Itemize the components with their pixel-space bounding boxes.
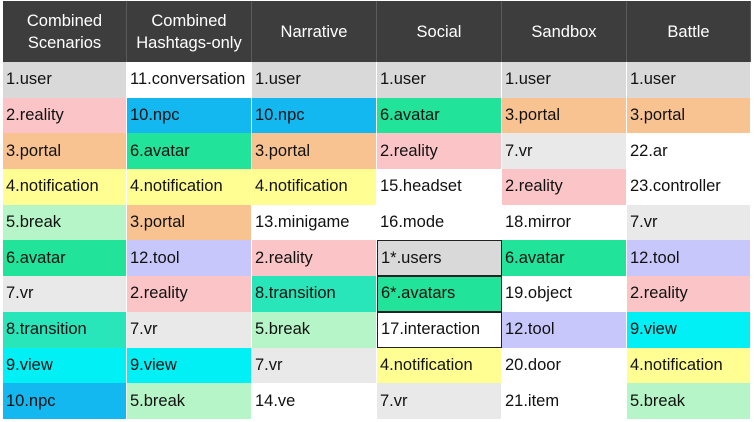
column-header-label: Social bbox=[416, 22, 462, 41]
column-header-label: Combined Hashtags-only bbox=[136, 11, 242, 52]
table-cell: 7.vr bbox=[252, 347, 377, 384]
table-cell: 3.portal bbox=[252, 133, 377, 170]
table-cell: 1*.users bbox=[377, 240, 502, 277]
table-cell: 4.notification bbox=[627, 347, 751, 384]
table-cell: 9.view bbox=[3, 347, 127, 384]
table-cell: 3.portal bbox=[3, 133, 127, 170]
column-header: Battle bbox=[627, 1, 751, 62]
column-header: Combined Hashtags-only bbox=[127, 1, 252, 62]
table-cell: 15.headset bbox=[377, 169, 502, 205]
table-cell: 7.vr bbox=[127, 311, 252, 348]
table-cell: 7.vr bbox=[502, 133, 627, 170]
table-cell: 6*.avatars bbox=[377, 276, 502, 312]
table-cell: 9.view bbox=[627, 311, 751, 348]
table-cell: 2.reality bbox=[127, 276, 252, 312]
table-cell: 6.avatar bbox=[3, 240, 127, 277]
table-cell: 4.notification bbox=[252, 169, 377, 205]
table-cell: 18.mirror bbox=[502, 204, 627, 241]
table-cell: 5.break bbox=[127, 383, 252, 419]
table-cell: 3.portal bbox=[127, 204, 252, 241]
table-cell: 6.avatar bbox=[127, 133, 252, 170]
table-cell: 4.notification bbox=[377, 347, 502, 384]
table-cell: 12.tool bbox=[127, 240, 252, 277]
table-cell: 7.vr bbox=[627, 204, 751, 241]
table-cell: 6.avatar bbox=[502, 240, 627, 277]
table-cell: 2.reality bbox=[502, 169, 627, 205]
column-header-label: Narrative bbox=[280, 22, 348, 41]
table-cell: 21.item bbox=[502, 383, 627, 419]
table-cell: 1.user bbox=[3, 62, 127, 98]
table-cell: 2.reality bbox=[252, 240, 377, 277]
table-cell: 5.break bbox=[3, 204, 127, 241]
column-header-label: Combined Scenarios bbox=[26, 11, 103, 52]
table-cell: 22.ar bbox=[627, 133, 751, 170]
table-cell: 1.user bbox=[377, 62, 502, 98]
table-cell: 12.tool bbox=[502, 311, 627, 348]
table-cell: 2.reality bbox=[627, 276, 751, 312]
table-cell: 5.break bbox=[252, 311, 377, 348]
table-cell: 1.user bbox=[502, 62, 627, 98]
table-cell: 7.vr bbox=[377, 383, 502, 419]
table-cell: 11.conversation bbox=[127, 62, 252, 98]
table-cell: 13.minigame bbox=[252, 204, 377, 241]
table-cell: 3.portal bbox=[502, 97, 627, 134]
table-cell: 10.npc bbox=[252, 97, 377, 134]
table-cell: 6.avatar bbox=[377, 97, 502, 134]
table-cell: 3.portal bbox=[627, 97, 751, 134]
table-cell: 12.tool bbox=[627, 240, 751, 277]
table-cell: 10.npc bbox=[3, 383, 127, 419]
table-cell: 20.door bbox=[502, 347, 627, 384]
table-cell: 2.reality bbox=[3, 97, 127, 134]
table-cell: 4.notification bbox=[3, 169, 127, 205]
column-header: Social bbox=[377, 1, 502, 62]
table-cell: 17.interaction bbox=[377, 311, 502, 348]
column-header-label: Sandbox bbox=[531, 22, 597, 41]
table-cell: 5.break bbox=[627, 383, 751, 419]
table-cell: 4.notification bbox=[127, 169, 252, 205]
table-cell: 2.reality bbox=[377, 133, 502, 170]
column-header: Narrative bbox=[252, 1, 377, 62]
ranking-table: Combined Scenarios Combined Hashtags-only… bbox=[3, 1, 751, 419]
table-cell: 8.transition bbox=[252, 276, 377, 312]
table-cell: 1.user bbox=[252, 62, 377, 98]
table-cell: 10.npc bbox=[127, 97, 252, 134]
table-cell: 8.transition bbox=[3, 311, 127, 348]
table-cell: 9.view bbox=[127, 347, 252, 384]
table-cell: 23.controller bbox=[627, 169, 751, 205]
column-header-label: Battle bbox=[667, 22, 710, 41]
column-header: Combined Scenarios bbox=[3, 1, 127, 62]
table-cell: 14.ve bbox=[252, 383, 377, 419]
column-header: Sandbox bbox=[502, 1, 627, 62]
table-cell: 16.mode bbox=[377, 204, 502, 241]
table-cell: 19.object bbox=[502, 276, 627, 312]
table-cell: 1.user bbox=[627, 62, 751, 98]
table-cell: 7.vr bbox=[3, 276, 127, 312]
